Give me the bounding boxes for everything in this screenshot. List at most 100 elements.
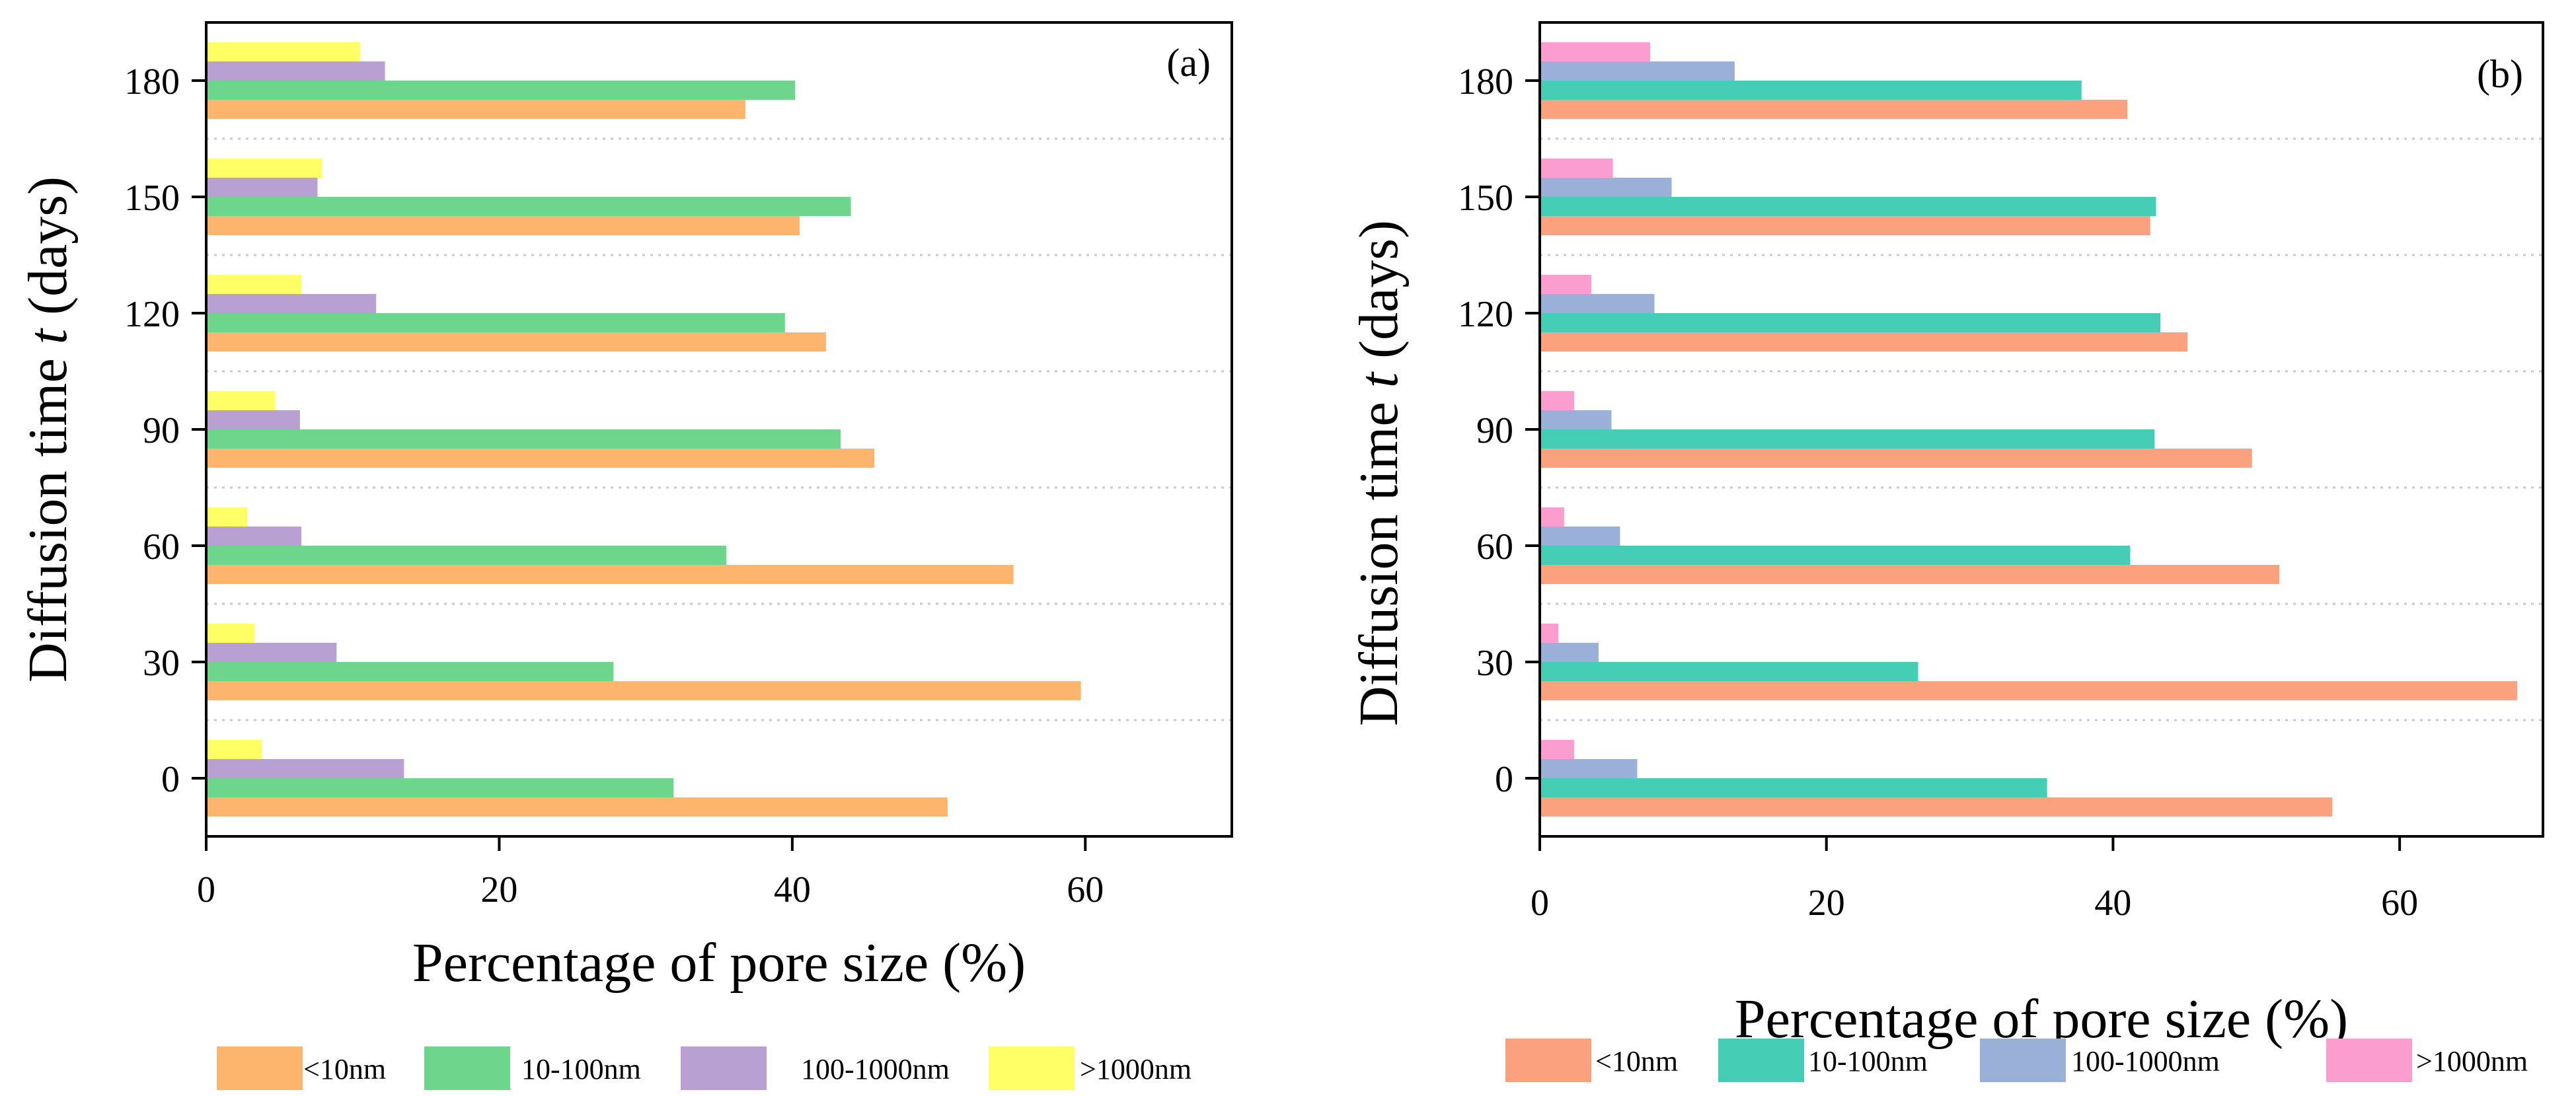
panel-a-ytick-label-120: 120 <box>124 294 180 335</box>
panel-b-bar->1000nm-90 <box>1540 390 1575 410</box>
panel-b-legend: <10nm 10-100nm 100-1000nm >1000nm <box>1505 1039 2528 1082</box>
panel-a-ytick-label-90: 90 <box>143 410 180 451</box>
panel-b-xtick-label-20: 20 <box>1808 883 1845 924</box>
panel-a-bar-10-100nm-90 <box>206 429 841 449</box>
panel-b-bar-<10nm-30 <box>1540 681 2517 701</box>
panel-b-y-axis-title-suffix: (days) <box>1348 220 1410 373</box>
panel-b-y-axis-title-var: t <box>1348 371 1410 388</box>
panel-a-bar-10-100nm-30 <box>206 662 614 682</box>
panel-b-bar->1000nm-120 <box>1540 274 1592 294</box>
panel-b-bar-10-100nm-0 <box>1540 778 2047 798</box>
panel-b-bar-100-1000nm-60 <box>1540 526 1620 546</box>
panel-b-bar-10-100nm-60 <box>1540 546 2131 566</box>
panel-a-ytick-label-30: 30 <box>143 643 180 684</box>
panel-b-bar->1000nm-150 <box>1540 158 1613 178</box>
panel-b-bar->1000nm-180 <box>1540 42 1650 61</box>
panel-a-bar-<10nm-180 <box>206 100 745 120</box>
panel-b-bar-100-1000nm-150 <box>1540 177 1672 197</box>
panel-a-y-axis-title-var: t <box>17 327 79 344</box>
panel-a-bar-<10nm-90 <box>206 449 875 468</box>
panel-a-legend-swatch-10-100nm <box>424 1046 510 1090</box>
panel-b-ytick-label-30: 30 <box>1476 643 1513 684</box>
panel-a-panel-label: (a) <box>1166 41 1211 85</box>
panel-b-bar-<10nm-120 <box>1540 332 2188 352</box>
panel-b-legend-swatch->1000nm <box>2326 1039 2412 1082</box>
panel-b-xtick-label-0: 0 <box>1531 883 1549 924</box>
panel-a-bar->1000nm-120 <box>206 274 302 294</box>
panel-a-bar-100-1000nm-0 <box>206 758 404 778</box>
panel-a-bar-10-100nm-60 <box>206 546 727 566</box>
panel-b-bar-10-100nm-150 <box>1540 197 2156 217</box>
panel-a-bar-10-100nm-120 <box>206 313 785 333</box>
panel-a-xtick-label-60: 60 <box>1067 869 1104 910</box>
panel-a-xtick-label-20: 20 <box>480 869 517 910</box>
panel-a-bar-10-100nm-150 <box>206 197 851 217</box>
panel-b-bar-10-100nm-120 <box>1540 313 2160 333</box>
panel-a-legend-label-<10nm: <10nm <box>303 1053 386 1085</box>
panel-b-ytick-label-0: 0 <box>1495 759 1513 800</box>
panel-b-bar-10-100nm-30 <box>1540 662 1918 682</box>
panel-a-ytick-label-150: 150 <box>124 178 180 219</box>
panel-b-y-axis-title-prefix: Diffusion time <box>1348 388 1410 726</box>
panel-b-bar-10-100nm-180 <box>1540 81 2082 100</box>
panel-a-bar-100-1000nm-90 <box>206 410 300 429</box>
panel-a-bar-10-100nm-0 <box>206 778 674 798</box>
panel-a-y-axis-title: Diffusion time t (days) <box>17 176 79 682</box>
panel-b-ytick-label-150: 150 <box>1458 178 1513 219</box>
panel-a-chart: 0 30 60 90 120 150 180 0 20 40 60 Percentage of por… <box>17 21 1233 1090</box>
panel-a-bar-<10nm-150 <box>206 216 800 236</box>
panel-a-legend-label->1000nm: >1000nm <box>1080 1053 1192 1085</box>
panel-b-bar-<10nm-60 <box>1540 565 2279 585</box>
panel-a-legend-swatch-<10nm <box>217 1046 303 1090</box>
panel-b-bar-<10nm-90 <box>1540 449 2252 468</box>
panel-a-bar->1000nm-30 <box>206 623 255 643</box>
panel-a-bar-100-1000nm-120 <box>206 293 377 313</box>
panel-b-bar-100-1000nm-30 <box>1540 642 1599 662</box>
panel-b-xtick-label-60: 60 <box>2381 883 2418 924</box>
panel-a-bar->1000nm-60 <box>206 507 248 527</box>
panel-a-bar-<10nm-0 <box>206 797 948 817</box>
panel-b-legend-label-100-1000nm: 100-1000nm <box>2071 1045 2220 1078</box>
panel-a-bar-100-1000nm-60 <box>206 526 302 546</box>
panel-b-legend-swatch-<10nm <box>1505 1039 1591 1082</box>
panel-a-bar-<10nm-120 <box>206 332 826 352</box>
panel-b-bar-<10nm-180 <box>1540 100 2128 120</box>
panel-b-ytick-label-180: 180 <box>1458 61 1513 102</box>
panel-a-ytick-label-180: 180 <box>124 61 180 102</box>
panel-a-xtick-label-40: 40 <box>774 869 811 910</box>
panel-b-legend-label->1000nm: >1000nm <box>2416 1045 2528 1078</box>
panel-b-bar->1000nm-60 <box>1540 507 1564 527</box>
panel-a-xtick-label-0: 0 <box>197 869 215 910</box>
panel-b-bar->1000nm-30 <box>1540 623 1559 643</box>
panel-a-bar->1000nm-180 <box>206 42 360 61</box>
panel-b-legend-label-<10nm: <10nm <box>1595 1045 1678 1078</box>
panel-a-y-axis-title-suffix: (days) <box>17 176 79 329</box>
panel-a-legend: <10nm 10-100nm 100-1000nm >1000nm <box>217 1046 1192 1090</box>
panel-a-ytick-label-0: 0 <box>161 759 180 800</box>
panel-b-ytick-label-120: 120 <box>1458 294 1513 335</box>
panel-b-bar-100-1000nm-180 <box>1540 61 1735 81</box>
panel-b-panel-label: (b) <box>2477 52 2523 96</box>
panel-a-bar->1000nm-150 <box>206 158 322 178</box>
panel-a-bar-<10nm-60 <box>206 565 1014 585</box>
panel-b-bar-10-100nm-90 <box>1540 429 2155 449</box>
panel-a-bar-100-1000nm-30 <box>206 642 337 662</box>
panel-a-bar->1000nm-90 <box>206 390 276 410</box>
panel-a-bar-<10nm-30 <box>206 681 1081 701</box>
panel-b-legend-label-10-100nm: 10-100nm <box>1808 1045 1928 1078</box>
panel-a-legend-label-10-100nm: 10-100nm <box>521 1053 641 1085</box>
panel-b-bar-<10nm-0 <box>1540 797 2333 817</box>
panel-a-legend-label-100-1000nm: 100-1000nm <box>801 1053 950 1085</box>
panel-a-ytick-label-60: 60 <box>143 527 180 567</box>
panel-b-legend-swatch-100-1000nm <box>1980 1039 2066 1082</box>
panel-a-bar-100-1000nm-150 <box>206 177 318 197</box>
panel-b-xtick-label-40: 40 <box>2094 883 2131 924</box>
panel-b-bar-100-1000nm-0 <box>1540 758 1638 778</box>
panel-a-bar-10-100nm-180 <box>206 81 796 100</box>
panel-a-bar-100-1000nm-180 <box>206 61 385 81</box>
panel-a-frame <box>205 21 1233 838</box>
panel-b-frame <box>1538 21 2544 838</box>
panel-a-y-axis-title-prefix: Diffusion time <box>17 344 79 682</box>
panel-b-bar-<10nm-150 <box>1540 216 2150 236</box>
